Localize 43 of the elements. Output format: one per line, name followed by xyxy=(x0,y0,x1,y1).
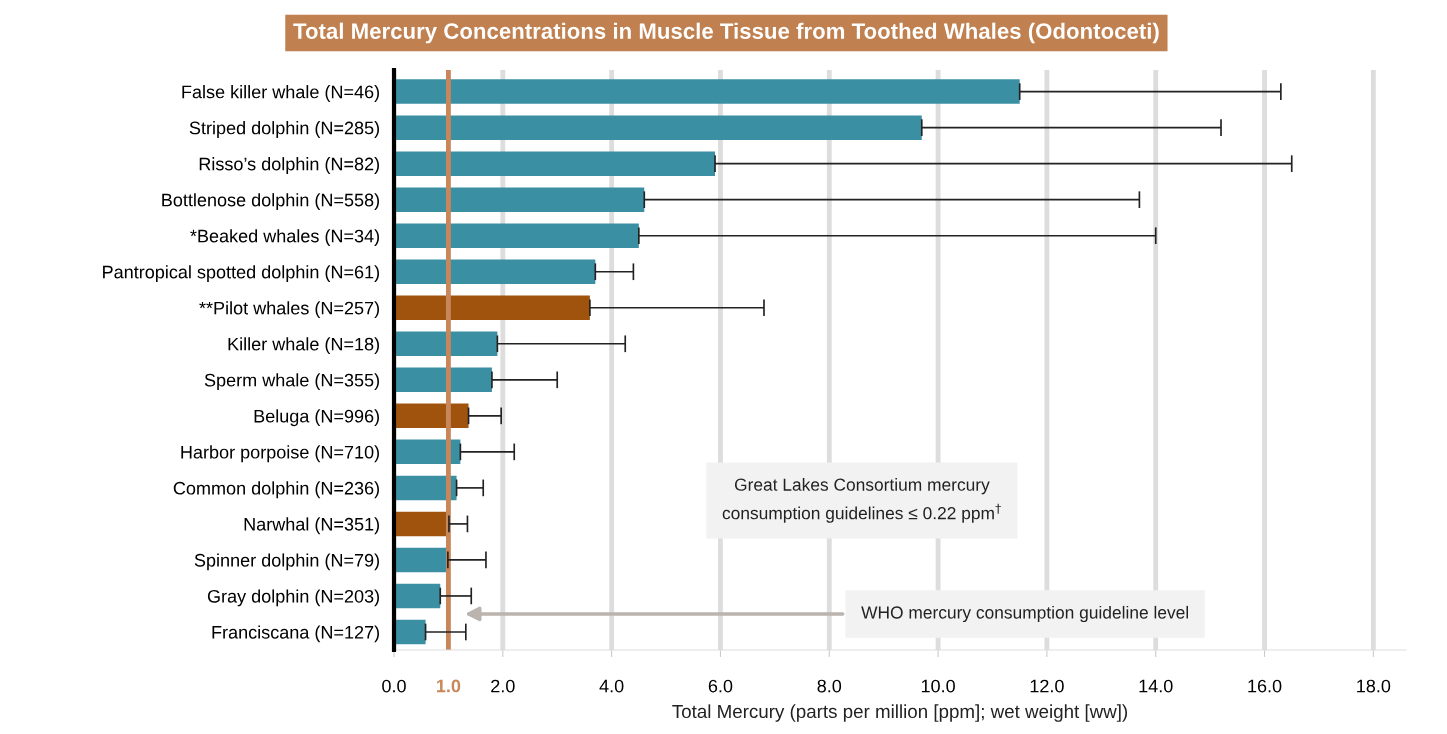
y-tick-label: *Beaked whales (N=34) xyxy=(190,229,379,246)
x-tick-label: 14.0 xyxy=(1139,679,1173,693)
bar xyxy=(394,187,645,212)
ref-line-label: 1.0 xyxy=(437,679,461,693)
bar xyxy=(394,259,596,284)
y-tick-label: Gray dolphin (N=203) xyxy=(207,589,379,607)
annotation: Great Lakes Consortium mercury consumption guidelines ≤ 0.22 ppm$^{†}$ xyxy=(722,478,1001,523)
bar xyxy=(394,223,639,248)
bar xyxy=(394,79,1020,104)
y-tick-label: Risso’s dolphin (N=82) xyxy=(199,157,379,174)
x-tick-label: 2.0 xyxy=(491,679,515,693)
bar xyxy=(394,151,716,176)
y-tick-label: Sperm whale (N=355) xyxy=(204,373,379,391)
x-tick-label: 18.0 xyxy=(1357,679,1391,693)
y-tick-label: Striped dolphin (N=285) xyxy=(189,121,379,138)
bar xyxy=(394,115,922,140)
chart-title: Total Mercury Concentrations in Muscle Tissue from Toothed Whales (Odontoceti) xyxy=(293,22,1159,44)
y-tick-label: **Pilot whales (N=257) xyxy=(199,301,379,319)
bar xyxy=(394,547,448,573)
y-tick-label: Beluga (N=996) xyxy=(254,409,379,427)
x-tick-label: 6.0 xyxy=(708,679,733,693)
y-tick-label: False killer whale (N=46) xyxy=(182,85,379,102)
x-tick-label: 12.0 xyxy=(1030,679,1064,693)
bar xyxy=(394,331,498,357)
bar xyxy=(394,295,590,321)
y-tick-label: Spinner dolphin (N=79) xyxy=(194,553,379,571)
y-tick-label: Franciscana (N=127) xyxy=(212,625,379,643)
x-tick-label: 0.0 xyxy=(382,679,406,693)
y-tick-label: Harbor porpoise (N=710) xyxy=(181,445,379,463)
x-tick-label: 4.0 xyxy=(599,679,624,693)
x-tick-label: 10.0 xyxy=(921,679,955,693)
x-tick-label: 16.0 xyxy=(1248,679,1282,693)
bar xyxy=(394,367,492,393)
x-axis-title: Total Mercury (parts per million [ppm]; wet weight [ww]) xyxy=(672,704,1128,722)
y-tick-label: Killer whale (N=18) xyxy=(228,337,379,355)
y-tick-label: Bottlenose dolphin (N=558) xyxy=(162,193,379,210)
bar xyxy=(394,583,441,609)
bar xyxy=(394,619,426,645)
annotation: WHO mercury consumption guideline level xyxy=(861,605,1189,623)
y-tick-label: Narwhal (N=351) xyxy=(244,517,379,535)
x-tick-label: 8.0 xyxy=(817,679,842,693)
y-tick-label: Common dolphin (N=236) xyxy=(173,481,379,499)
y-tick-label: Pantropical spotted dolphin (N=61) xyxy=(103,265,380,283)
